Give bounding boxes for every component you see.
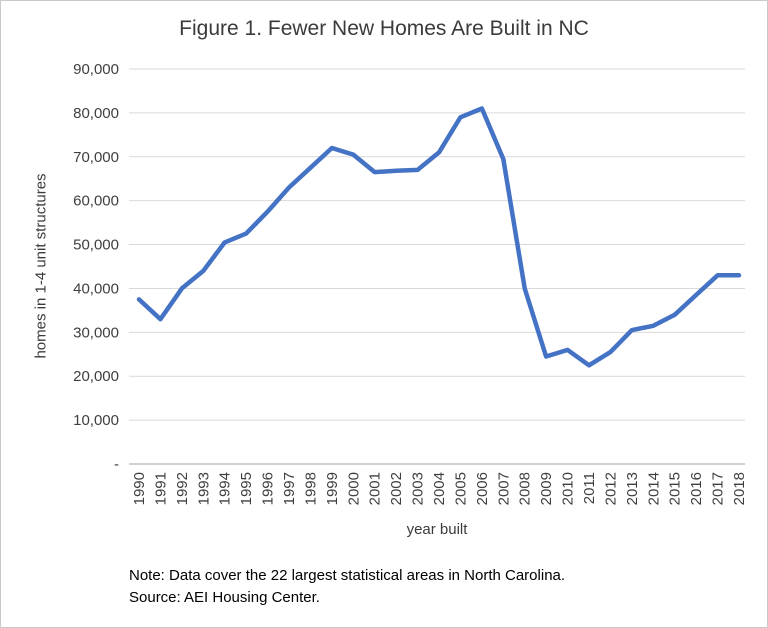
x-tick-label: 1992 [174, 472, 191, 505]
chart-notes: Note: Data cover the 22 largest statisti… [129, 565, 565, 609]
x-tick-label: 1996 [260, 472, 277, 505]
y-tick-label: 10,000 [73, 412, 119, 429]
x-tick-label: 2007 [495, 472, 512, 505]
x-tick-label: 2005 [452, 472, 469, 505]
x-tick-label: 2000 [345, 472, 362, 505]
x-tick-label: 1994 [217, 472, 234, 505]
x-tick-label: 2018 [731, 472, 748, 505]
y-tick-label: 90,000 [73, 61, 119, 78]
x-axis-title: year built [406, 521, 468, 538]
x-tick-label: 2009 [538, 472, 555, 505]
x-tick-label: 2015 [667, 472, 684, 505]
y-tick-label: 20,000 [73, 368, 119, 385]
note-line: Note: Data cover the 22 largest statisti… [129, 567, 566, 584]
x-tick-label: 2012 [602, 472, 619, 505]
data-line [136, 106, 742, 368]
line-chart: - 10,000 20,000 30,000 40,000 50,000 60,000 70,… [73, 61, 748, 505]
x-tick-label: 1995 [238, 472, 255, 505]
x-tick-label: 2011 [581, 472, 598, 504]
y-tick-label: 80,000 [73, 105, 119, 122]
x-tick-label: 2006 [474, 472, 491, 505]
y-tick-label: 50,000 [73, 237, 119, 254]
x-tick-label: 2003 [410, 472, 427, 505]
x-tick-label: 2014 [645, 472, 662, 505]
x-tick-label: 1999 [324, 472, 341, 505]
x-tick-label: 1990 [131, 472, 148, 505]
x-tick-label: 2010 [560, 472, 577, 505]
y-tick-label: 70,000 [73, 149, 119, 166]
x-tick-label: 2013 [624, 472, 641, 505]
x-tick-label: 1993 [195, 472, 212, 505]
x-tick-label: 1997 [281, 472, 298, 505]
y-tick-label: 40,000 [73, 280, 119, 297]
y-tick-label: - [114, 456, 119, 473]
x-tick-label: 2017 [710, 472, 727, 505]
x-tick-label: 2008 [517, 472, 534, 505]
source-line: Source: AEI Housing Center. [129, 589, 320, 606]
x-tick-label: 2016 [688, 472, 705, 505]
x-tick-label: 1998 [302, 472, 319, 505]
x-tick-label: 2002 [388, 472, 405, 505]
y-tick-label: 60,000 [73, 193, 119, 210]
x-tick-label: 2004 [431, 472, 448, 505]
chart-title: Figure 1. Fewer New Homes Are Built in N… [179, 17, 589, 40]
x-tick-label: 2001 [367, 472, 384, 505]
x-tick-label: 1991 [152, 472, 169, 505]
y-tick-label: 30,000 [73, 324, 119, 341]
